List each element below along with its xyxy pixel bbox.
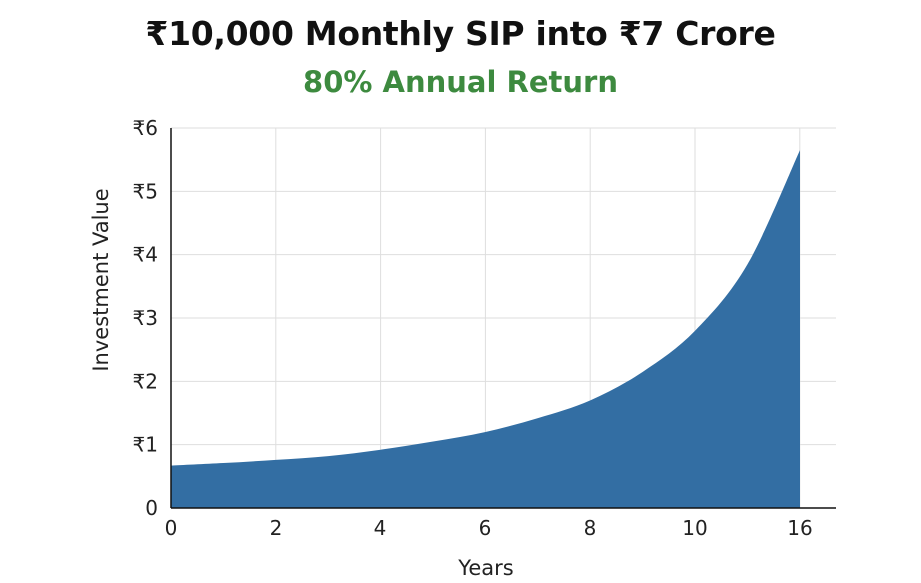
x-axis-label: Years — [457, 556, 513, 580]
y-tick-label: ₹4 — [133, 243, 158, 267]
axes — [170, 128, 836, 509]
investment-area — [171, 150, 800, 508]
x-tick-label: 0 — [165, 516, 178, 540]
x-tick-label: 2 — [270, 516, 283, 540]
y-tick-label: ₹3 — [133, 306, 158, 330]
x-tick-label: 10 — [682, 516, 707, 540]
chart-title: ₹10,000 Monthly SIP into ₹7 Crore — [145, 14, 776, 53]
x-tick-label: 6 — [479, 516, 492, 540]
y-tick-label: ₹2 — [133, 369, 158, 393]
chart-subtitle: 80% Annual Return — [303, 65, 618, 99]
y-tick-labels: 0 ₹1 ₹2 ₹3 ₹4 ₹5 ₹6 — [133, 116, 158, 520]
y-tick-label: ₹1 — [133, 433, 158, 457]
y-tick-label: ₹5 — [133, 179, 158, 203]
x-tick-label: 8 — [584, 516, 597, 540]
y-tick-label: ₹6 — [133, 116, 158, 140]
x-tick-labels: 0 2 4 6 8 10 16 — [165, 516, 813, 540]
y-axis-label: Investment Value — [89, 188, 113, 371]
x-tick-label: 4 — [374, 516, 387, 540]
x-tick-label: 16 — [787, 516, 812, 540]
y-tick-label: 0 — [145, 496, 158, 520]
